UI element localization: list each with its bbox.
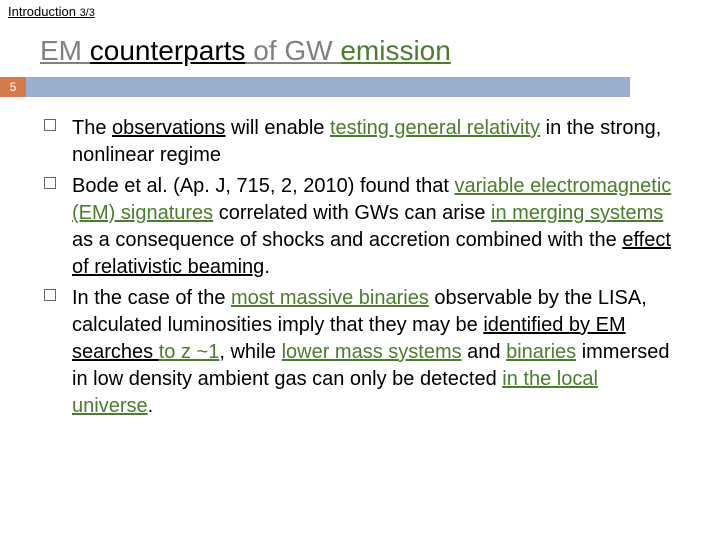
bullet-item: In the case of the most massive binaries… — [72, 285, 680, 420]
text-run: testing general relativity — [330, 117, 540, 139]
text-run: as a consequence of shocks and accretion… — [72, 229, 622, 251]
text-run: will enable — [225, 117, 330, 139]
text-run: observations — [112, 117, 225, 139]
text-run: ~1 — [191, 341, 219, 363]
text-run: lower mass systems — [282, 341, 462, 363]
content-area: The observations will enable testing gen… — [0, 97, 720, 442]
bullet-marker-icon — [44, 177, 56, 189]
text-run: binaries — [506, 341, 576, 363]
title-p3: of GW — [245, 35, 340, 66]
title-p4: emission — [340, 35, 450, 66]
bar-fill — [26, 77, 630, 97]
bullet-marker-icon — [44, 289, 56, 301]
text-run: correlated with GWs can arise — [213, 202, 491, 224]
breadcrumb: Introduction 3/3 — [0, 0, 720, 23]
text-run: . — [148, 395, 154, 417]
breadcrumb-main: Introduction — [8, 4, 76, 19]
accent-bar: 5 — [0, 77, 720, 97]
slide-title: EM counterparts of GW emission — [0, 23, 720, 77]
page-number: 5 — [0, 77, 26, 97]
text-run: The — [72, 117, 112, 139]
text-run: in merging systems — [491, 202, 663, 224]
text-run: to — [159, 341, 181, 363]
text-run: . — [264, 256, 270, 278]
text-run: most massive binaries — [231, 287, 429, 309]
bullet-item: Bode et al. (Ap. J, 715, 2, 2010) found … — [72, 173, 680, 281]
title-p2: counterparts — [90, 35, 246, 66]
text-run: and — [462, 341, 506, 363]
text-run: z — [181, 341, 191, 363]
text-run: Bode et al. (Ap. J, 715, 2, 2010) found … — [72, 175, 454, 197]
title-p1: EM — [40, 35, 90, 66]
bullet-item: The observations will enable testing gen… — [72, 115, 680, 169]
breadcrumb-sub: 3/3 — [80, 7, 95, 19]
bar-gap — [630, 77, 720, 97]
bullet-marker-icon — [44, 119, 56, 131]
text-run: In the case of the — [72, 287, 231, 309]
text-run: , while — [219, 341, 281, 363]
